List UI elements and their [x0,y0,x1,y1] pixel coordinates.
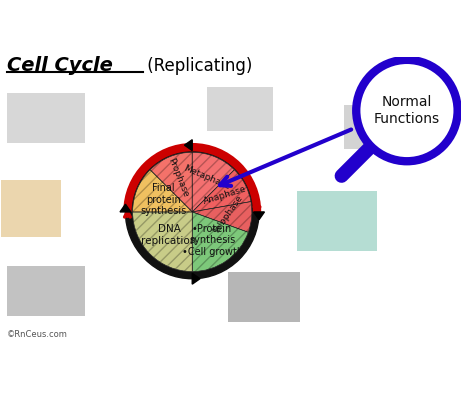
FancyBboxPatch shape [1,180,61,237]
Text: Telophase: Telophase [211,194,244,236]
Polygon shape [254,212,264,220]
Text: Metaphase: Metaphase [182,164,231,192]
Text: Prophase: Prophase [166,157,190,198]
Wedge shape [192,152,234,212]
Polygon shape [120,204,131,212]
Wedge shape [192,170,251,212]
FancyBboxPatch shape [228,272,299,322]
Wedge shape [150,152,192,212]
Wedge shape [133,212,192,272]
FancyBboxPatch shape [297,191,377,251]
Text: (Replicating): (Replicating) [141,57,252,75]
Text: ©RnCeus.com: ©RnCeus.com [7,330,68,339]
Text: Anaphase: Anaphase [202,184,248,206]
Wedge shape [133,170,192,212]
FancyBboxPatch shape [207,87,273,132]
FancyBboxPatch shape [344,104,416,149]
Wedge shape [192,202,252,232]
Text: Final
protein
synthesis: Final protein synthesis [140,183,187,216]
Text: DNA
replication: DNA replication [141,224,197,246]
Text: Cell Cycle: Cell Cycle [7,56,113,75]
Wedge shape [192,212,248,272]
Circle shape [356,60,458,161]
Polygon shape [192,273,200,284]
FancyBboxPatch shape [7,93,85,143]
Circle shape [126,145,259,279]
Polygon shape [184,140,192,150]
Text: Normal
Functions: Normal Functions [374,96,440,126]
FancyBboxPatch shape [7,266,85,316]
Text: •Protein
synthesis
•Cell growth: •Protein synthesis •Cell growth [182,224,243,257]
